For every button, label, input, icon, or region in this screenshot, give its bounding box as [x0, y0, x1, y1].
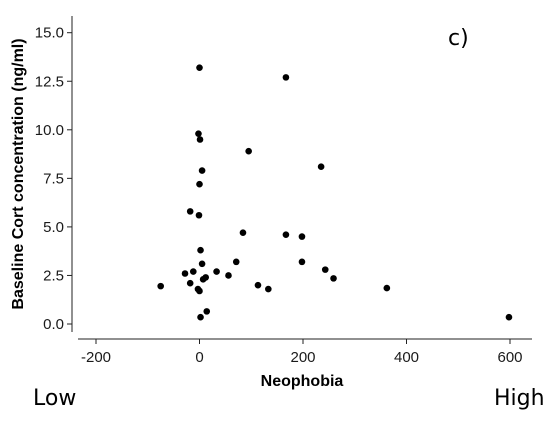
- data-point: [198, 167, 206, 174]
- x-tick-label: 200: [290, 349, 315, 366]
- data-point: [189, 268, 197, 275]
- data-point: [213, 268, 220, 275]
- data-point: [265, 285, 272, 293]
- data-point: [203, 308, 211, 315]
- data-point: [196, 180, 203, 188]
- y-tick-label: 10.0: [35, 122, 64, 139]
- data-point: [196, 64, 203, 71]
- x-tick-label: 400: [394, 349, 419, 366]
- data-point: [196, 287, 203, 295]
- data-point: [186, 279, 194, 287]
- data-point: [195, 130, 202, 137]
- data-point: [321, 266, 329, 273]
- data-point: [383, 284, 391, 292]
- data-point: [505, 313, 513, 321]
- data-point: [298, 258, 306, 266]
- y-tick-label: 5.0: [43, 219, 64, 236]
- data-point: [197, 313, 204, 321]
- x-tick-label: 600: [497, 349, 522, 366]
- data-point: [186, 208, 194, 215]
- panel-label: c): [448, 26, 469, 51]
- x-axis-title: Neophobia: [261, 373, 344, 390]
- data-point: [157, 282, 164, 290]
- data-point: [198, 260, 206, 268]
- data-point: [330, 275, 337, 282]
- data-point: [197, 246, 204, 254]
- data-point: [225, 272, 232, 279]
- data-point: [254, 281, 262, 289]
- data-point: [195, 211, 203, 219]
- y-ticks: 0.0 2.5 5.0 7.5 10.0 12.5 15.0: [35, 25, 72, 333]
- data-point: [232, 258, 240, 266]
- data-point: [199, 276, 207, 283]
- y-tick-label: 0.0: [43, 316, 64, 333]
- data-point: [245, 147, 252, 155]
- data-point: [298, 233, 306, 240]
- y-tick-label: 15.0: [35, 25, 64, 42]
- data-point: [317, 163, 325, 170]
- y-tick-label: 7.5: [43, 170, 64, 187]
- data-point: [282, 74, 290, 81]
- x-tick-label: -200: [81, 349, 111, 366]
- y-tick-label: 2.5: [43, 267, 64, 284]
- data-points: [157, 64, 513, 321]
- axes: 0.0 2.5 5.0 7.5 10.0 12.5 15.0 -200 0 200 400 600: [35, 16, 532, 366]
- y-axis-title: Baseline Cort concentration (ng/ml): [10, 38, 27, 309]
- data-point: [181, 270, 189, 277]
- y-tick-label: 12.5: [35, 73, 64, 90]
- data-point: [239, 229, 247, 237]
- high-label: High: [494, 386, 545, 411]
- data-point: [282, 231, 290, 238]
- x-tick-label: 0: [195, 349, 203, 366]
- data-point: [196, 136, 204, 143]
- x-ticks: -200 0 200 400 600: [81, 339, 523, 366]
- low-label: Low: [33, 386, 77, 411]
